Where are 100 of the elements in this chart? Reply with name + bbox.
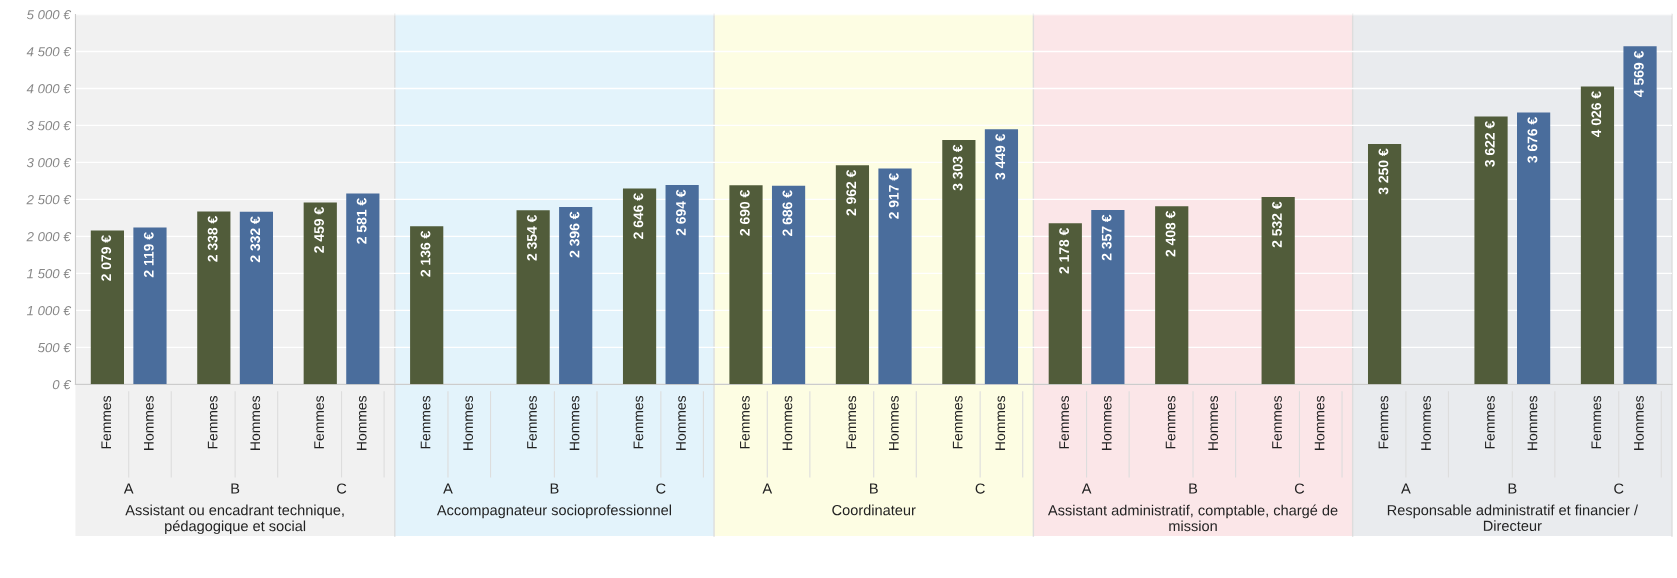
text: Femmes — [420, 395, 431, 449]
y-tick-label: 1 000 € — [26, 305, 72, 316]
text: Femmes — [1485, 395, 1495, 449]
data-label: 3 250 € — [1378, 148, 1389, 195]
text: Coordinateur — [832, 504, 916, 516]
data-label: 2 396 € — [569, 211, 580, 258]
x-tick-label: B — [870, 483, 878, 494]
bar — [90, 230, 124, 385]
x-tick-label: C — [975, 483, 985, 494]
data-label: 2 354 € — [527, 214, 537, 261]
bar — [197, 211, 231, 385]
text: Femmes — [1165, 395, 1176, 449]
data-label: 3 449 € — [995, 133, 1006, 180]
bar — [346, 193, 380, 385]
bar — [1091, 209, 1125, 385]
x-tick-label: A — [1081, 483, 1092, 494]
y-tick-label: 500 € — [37, 342, 72, 353]
text: Hommes — [1634, 395, 1644, 450]
bar — [729, 185, 763, 385]
text: Hommes — [356, 395, 367, 450]
y-tick-label: 1 500 € — [26, 268, 72, 279]
data-label: 2 178 € — [1059, 227, 1070, 274]
bar — [133, 227, 167, 385]
y-tick-label: 2 500 € — [26, 194, 72, 205]
text: Femmes — [740, 395, 750, 449]
text: Hommes — [676, 395, 686, 450]
bar — [1048, 223, 1082, 385]
text: Femmes — [1378, 395, 1389, 449]
bar — [1623, 46, 1657, 385]
data-label: 2 079 € — [101, 235, 112, 281]
text: Hommes — [1421, 395, 1431, 450]
text: Femmes — [101, 395, 112, 449]
x-tick-label: A — [123, 483, 134, 494]
bar — [878, 168, 912, 385]
text: Femmes — [527, 395, 537, 449]
text: Femmes — [952, 395, 963, 449]
bar — [559, 207, 593, 385]
text: Hommes — [1314, 395, 1325, 450]
text: Hommes — [250, 395, 261, 450]
y-tick-label: 0 € — [52, 379, 72, 390]
y-tick-label: 5 000 € — [26, 10, 72, 20]
y-tick-label: 4 000 € — [26, 84, 72, 94]
bar — [303, 202, 337, 385]
bar — [622, 188, 657, 385]
bar — [665, 185, 699, 385]
data-label: 2 646 € — [633, 193, 644, 239]
text: Femmes — [314, 395, 324, 449]
text: Accompagnateur socioprofessionnel — [436, 504, 671, 519]
data-label: 2 119 € — [143, 232, 154, 278]
data-label: 3 622 € — [1484, 121, 1495, 167]
data-label: 2 459 € — [314, 207, 324, 253]
x-tick-label: A — [762, 483, 773, 494]
bar — [410, 226, 444, 385]
text: Femmes — [207, 395, 218, 449]
x-tick-label: B — [231, 483, 240, 494]
text: Femmes — [1591, 395, 1602, 449]
data-label: 2 694 € — [676, 189, 686, 236]
data-label: 3 303 € — [952, 144, 963, 191]
text: Femmes — [1272, 395, 1282, 449]
y-tick-label: 3 000 € — [26, 157, 72, 168]
bar — [516, 210, 550, 385]
bar — [1474, 116, 1508, 385]
x-tick-label: A — [1401, 483, 1411, 494]
y-tick-label: 4 500 € — [26, 47, 72, 57]
data-label: 2 357 € — [1101, 214, 1112, 261]
x-tick-label: C — [1294, 483, 1305, 494]
text: Responsable administratif et financier / Directeur — [1387, 504, 1638, 532]
data-label: 2 408 € — [1165, 210, 1176, 257]
bar — [984, 129, 1019, 385]
data-label: 4 569 € — [1633, 51, 1644, 97]
x-tick-label: C — [656, 483, 666, 494]
data-label: 2 581 € — [356, 198, 367, 244]
data-label: 4 026 € — [1591, 91, 1602, 138]
bar — [1580, 86, 1615, 385]
data-label: 2 690 € — [739, 190, 750, 236]
text: Hommes — [889, 395, 899, 450]
text: Hommes — [1101, 395, 1112, 450]
data-label: 2 332 € — [250, 216, 261, 263]
text: Hommes — [1527, 395, 1538, 450]
data-label: 2 686 € — [782, 190, 793, 236]
data-label: 3 676 € — [1527, 117, 1538, 163]
text: Hommes — [569, 395, 580, 450]
x-tick-label: B — [550, 483, 559, 494]
text: Hommes — [1208, 395, 1219, 450]
data-label: 2 136 € — [420, 231, 431, 277]
x-tick-label: C — [337, 483, 347, 494]
x-tick-label: B — [1508, 483, 1517, 494]
text: Femmes — [846, 395, 857, 449]
bar — [1155, 206, 1189, 385]
bar — [835, 165, 870, 385]
data-label: 2 338 € — [207, 216, 218, 262]
bar — [771, 185, 806, 385]
text: Hommes — [144, 395, 154, 450]
bar — [1517, 112, 1551, 385]
text: Femmes — [633, 395, 644, 449]
data-label: 2 917 € — [888, 173, 899, 219]
x-tick-label: A — [443, 483, 453, 494]
text: Femmes — [1059, 395, 1070, 449]
data-label: 2 962 € — [846, 169, 857, 216]
bar — [1367, 143, 1402, 385]
